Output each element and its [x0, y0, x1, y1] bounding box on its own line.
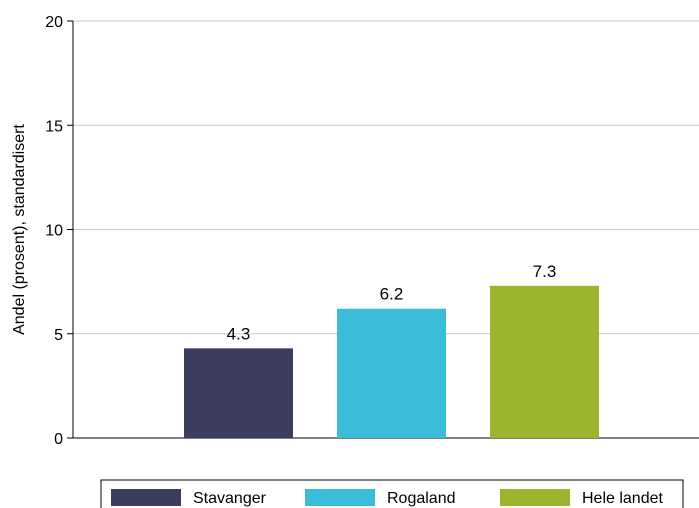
bar-rogaland	[337, 308, 446, 438]
bar-value-label: 7.3	[533, 262, 557, 281]
bar-value-label: 4.3	[227, 324, 251, 343]
legend-label: Hele landet	[582, 490, 664, 507]
bar-stavanger	[184, 348, 293, 438]
y-axis-title: Andel (prosent), standardisert	[11, 124, 28, 335]
bar-hele-landet	[490, 285, 599, 438]
bars	[184, 285, 599, 438]
bar-value-label: 6.2	[380, 285, 404, 304]
value-labels: 4.3 6.2 7.3	[227, 262, 557, 344]
legend-frame	[100, 479, 684, 508]
legend-label: Stavanger	[193, 490, 267, 507]
legend-swatch	[111, 489, 181, 506]
y-tick-label: 20	[45, 14, 63, 31]
legend-swatch	[305, 489, 375, 506]
legend-swatch	[500, 489, 570, 506]
y-axis-ticks: 0 5 10 15 20	[45, 14, 73, 448]
y-tick-label: 15	[45, 118, 63, 135]
legend-label: Rogaland	[387, 490, 456, 507]
legend: Stavanger Rogaland Hele landet	[100, 479, 684, 508]
y-tick-label: 0	[54, 431, 63, 448]
y-tick-label: 10	[45, 223, 63, 240]
y-tick-label: 5	[54, 327, 63, 344]
